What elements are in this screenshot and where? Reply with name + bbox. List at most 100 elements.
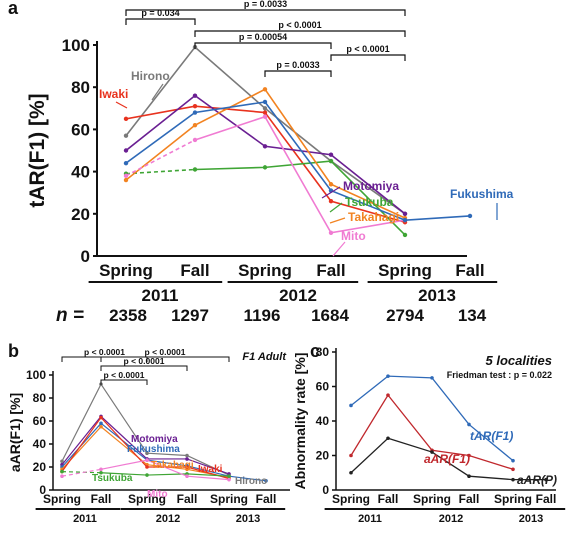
series-label-b: Fukushima [127,444,180,455]
series-label-a: Iwaki [99,87,128,101]
x-tick-label-b: Spring [128,492,166,506]
series-line-b [61,422,267,482]
data-point-c [430,450,434,454]
data-point-a [402,232,408,238]
data-point-c [511,467,515,472]
year-label-a: 2011 [142,286,179,305]
data-point-b [185,474,189,479]
data-point-a [328,152,334,157]
significance-bracket [100,379,148,385]
series-label-arrow-a [151,83,164,101]
significance-bracket [264,70,332,77]
data-point-c [349,470,353,475]
data-point-a [402,211,408,216]
series-label-c: tAR(F1) [470,429,513,443]
data-point-c [386,374,390,378]
series-label-a: Mito [341,229,366,243]
data-point-b [60,469,64,474]
data-point-c [467,453,471,458]
series-label-a: Hirono [131,69,170,83]
x-tick-label-a: Fall [180,261,209,280]
data-point-b [99,424,103,429]
n-label: n = [56,305,84,326]
year-label-a: 2012 [279,286,317,305]
panel-label-b: b [8,341,19,361]
series-label-c: aAR(F1) [424,452,470,466]
x-tick-label-b: Spring [43,492,81,506]
year-label-c: 2013 [519,513,543,525]
data-point-b [145,465,149,469]
significance-bracket [100,365,188,371]
x-tick-label-c: Fall [378,492,399,506]
x-tick-label-c: Spring [413,492,451,506]
series-line-a [125,101,471,221]
significance-bracket [194,30,406,37]
series-line-b [100,459,230,481]
data-point-a [262,114,268,119]
data-point-a [262,110,268,115]
y-tick-label-b: 80 [33,391,47,405]
data-point-c [386,436,390,441]
series-label-a: Fukushima [450,187,514,201]
significance-bracket [100,356,230,362]
panel-title-c: 5 localities [486,353,552,368]
data-point-a [467,213,473,219]
data-point-c [349,403,353,408]
y-tick-label-c: 0 [322,483,329,497]
series-line-c [350,437,546,481]
data-point-c [467,422,471,427]
y-tick-label-b: 40 [33,437,47,451]
x-tick-label-a: Fall [455,261,484,280]
data-point-b [99,421,103,426]
x-tick-label-a: Spring [378,261,432,280]
p-value-label: p = 0.00054 [239,32,287,42]
data-point-a [123,148,129,153]
data-point-c [349,453,353,458]
data-point-b [99,467,103,472]
p-value-label: p < 0.0001 [104,370,145,380]
y-axis-label-a: tAR(F1) [%] [26,93,49,207]
y-tick-label-b: 20 [33,460,47,474]
y-tick-label-c: 40 [316,414,330,428]
data-point-a [262,99,268,105]
data-point-a [192,167,198,172]
data-point-b [227,474,231,479]
data-point-c [544,477,548,482]
series-label-arrow-a [329,202,343,213]
p-value-label: p = 0.0033 [244,0,287,9]
x-tick-label-b: Spring [210,492,248,506]
x-tick-label-b: Fall [256,492,277,506]
x-tick-label-a: Fall [316,261,345,280]
data-point-b [60,474,64,479]
year-label-c: 2012 [439,513,463,525]
data-point-a [192,110,198,115]
series-label-arrow-a [115,101,128,109]
n-value: 134 [458,306,487,325]
data-point-b [227,477,231,482]
p-value-label: p < 0.0001 [278,20,321,30]
data-point-b [145,458,149,462]
panel-title-b: F1 Adult [242,351,287,363]
n-value: 1684 [311,306,349,325]
x-tick-label-b: Fall [177,492,198,506]
panel-label-c: c [310,341,320,361]
data-point-a [192,122,198,128]
data-point-b [185,465,189,469]
data-point-a [262,144,268,149]
series-label-b: Iwaki [198,464,223,475]
data-point-a [192,103,198,109]
y-tick-label-c: 80 [316,345,330,359]
series-label-b: Tsukuba [92,473,133,484]
y-tick-label-a: 100 [62,36,90,55]
data-point-b [185,453,189,458]
p-value-label: p = 0.0033 [276,60,319,70]
data-point-c [511,458,515,463]
y-tick-label-a: 40 [71,163,90,182]
data-point-b [99,470,103,475]
series-line-b [61,383,230,476]
series-label-arrow-a [332,241,346,257]
data-point-a [328,182,334,187]
data-point-b [264,479,268,483]
significance-bracket [125,9,406,16]
